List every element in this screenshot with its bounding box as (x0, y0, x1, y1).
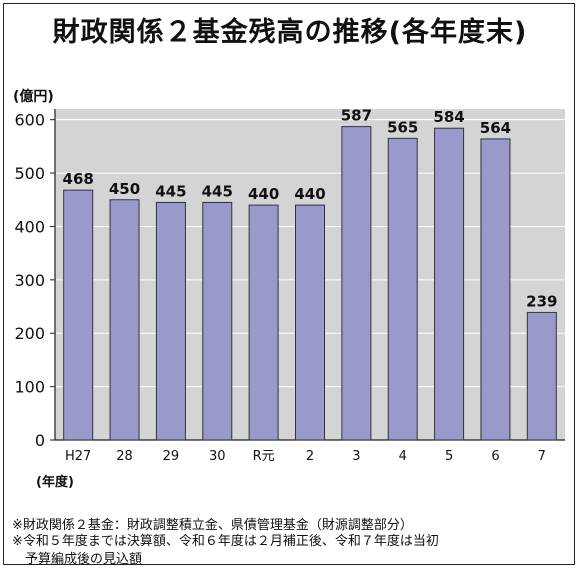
x-tick-label: 7 (538, 449, 546, 464)
data-label: 468 (63, 170, 94, 188)
y-tick-label: 600 (14, 111, 45, 130)
bar (295, 204, 325, 441)
x-tick-label: R元 (253, 449, 275, 464)
x-tick-label: 3 (352, 449, 360, 464)
bar (155, 201, 186, 441)
data-label: 440 (248, 185, 279, 203)
x-tick-label: H27 (65, 449, 91, 464)
y-axis-unit-label: (億円) (13, 89, 54, 105)
bar (341, 126, 372, 441)
x-tick-label: 2 (306, 449, 314, 464)
bar (434, 127, 465, 441)
y-tick-label: 500 (14, 164, 45, 183)
data-label: 440 (294, 185, 325, 203)
data-label: 239 (526, 292, 557, 310)
data-label: 445 (202, 182, 233, 200)
data-label: 584 (433, 108, 464, 126)
bar (526, 311, 557, 441)
x-axis-unit-label: (年度) (36, 475, 74, 490)
data-label: 587 (341, 107, 372, 125)
x-tick-label: 6 (491, 449, 499, 464)
x-tick-label: 5 (445, 449, 453, 464)
x-tick-label: 30 (209, 449, 226, 464)
bar (202, 201, 233, 441)
y-tick-label: 0 (35, 431, 45, 450)
footnote-data-basis-continued: 予算編成後の見込額 (25, 552, 143, 567)
footnote-data-basis: ※令和５年度までは決算額、令和６年度は２月補正後、令和７年度は当初 (12, 534, 439, 549)
y-tick-label: 300 (14, 271, 45, 290)
data-label: 564 (480, 119, 511, 137)
data-label: 565 (387, 118, 418, 136)
bar (480, 138, 511, 441)
figure-frame (3, 3, 575, 565)
bar (63, 189, 94, 441)
y-tick-label: 400 (14, 217, 45, 236)
x-tick-label: 28 (116, 449, 133, 464)
bar (248, 204, 279, 441)
y-tick-label: 200 (14, 324, 45, 343)
x-tick-label: 4 (399, 449, 407, 464)
data-label: 450 (109, 180, 140, 198)
bar (109, 199, 140, 441)
data-label: 445 (155, 182, 186, 200)
footnote-funds-definition: ※財政関係２基金：財政調整積立金、県債管理基金（財源調整部分） (12, 518, 413, 533)
y-tick-label: 100 (14, 378, 45, 397)
x-tick-label: 29 (163, 449, 180, 464)
chart-title: 財政関係２基金残高の推移(各年度末) (52, 17, 528, 48)
bar (387, 137, 418, 441)
